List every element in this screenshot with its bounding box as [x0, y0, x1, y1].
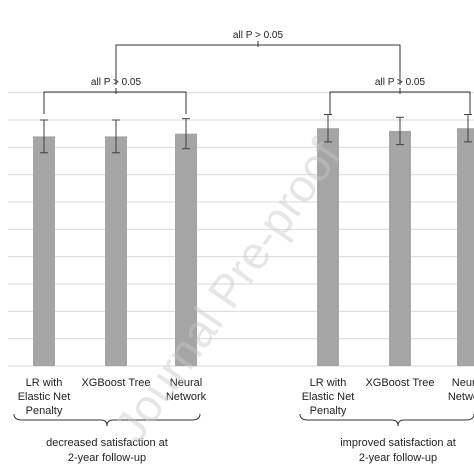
gridlines — [8, 92, 474, 367]
bars — [33, 128, 474, 366]
group-label: improved satisfaction at 2-year follow-up — [340, 437, 456, 464]
bar — [389, 130, 411, 366]
group-brace — [13, 413, 201, 427]
bar — [33, 136, 55, 366]
watermark-text: Journal Pre-proof — [104, 130, 351, 451]
category-label: LR with Elastic Net Penalty — [302, 377, 355, 417]
group-label: decreased satisfaction at 2-year follow-u… — [46, 437, 168, 464]
category-label: XGBoost Tree — [365, 377, 434, 389]
bar — [317, 128, 339, 366]
significance-bracket — [329, 91, 471, 114]
category-label: XGBoost Tree — [81, 377, 150, 389]
error-bars — [40, 114, 472, 154]
category-label: LR with Elastic Net Penalty — [18, 377, 71, 417]
significance-bracket — [43, 91, 187, 114]
overall-bracket — [115, 44, 401, 85]
overall-significance-label: all P > 0.05 — [233, 30, 284, 41]
bar — [175, 133, 197, 366]
bar — [105, 136, 127, 366]
group-brace — [299, 413, 474, 427]
bar — [457, 128, 474, 366]
category-labels: LR with Elastic Net Penalty XGBoost Tree Neu… — [18, 377, 474, 417]
group-labels: decreased satisfaction at 2-year follow-u… — [13, 413, 474, 464]
